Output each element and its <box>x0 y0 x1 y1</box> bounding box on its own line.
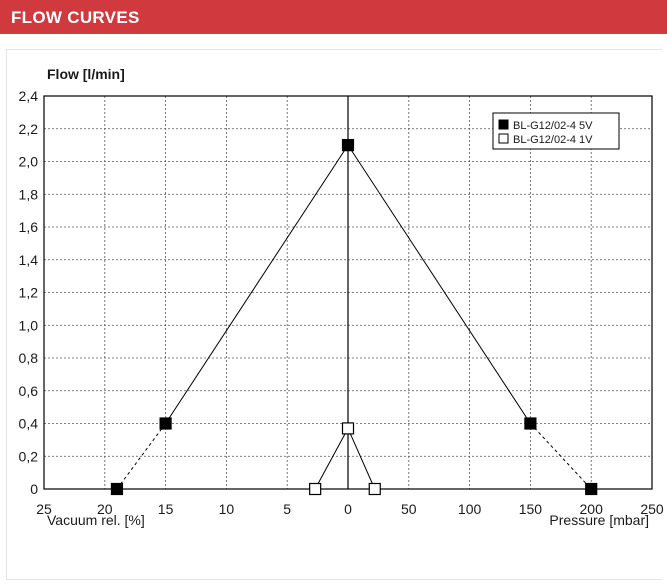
y-tick-label: 0,2 <box>19 448 39 464</box>
legend-marker <box>498 119 509 130</box>
legend: BL-G12/02-4 5V BL-G12/02-4 1V <box>492 112 620 150</box>
data-point-marker <box>368 482 381 496</box>
x-tick-label: 10 <box>219 501 235 517</box>
x-tick-label: 200 <box>580 501 604 517</box>
series-segment <box>347 144 531 424</box>
x-tick-label: 15 <box>158 501 174 517</box>
series-segment <box>314 428 349 490</box>
data-point-marker <box>309 482 322 496</box>
data-point-marker <box>110 482 124 496</box>
legend-label: BL-G12/02-4 5V <box>513 120 593 132</box>
tick-labels: 0 0,2 0,4 0,6 0,8 1,0 1,2 1,4 1,6 1,8 2,0 2,2 2,4 25 2… <box>19 88 664 517</box>
y-tick-label: 1,2 <box>19 285 39 301</box>
y-axis-label: Flow [l/min] <box>47 66 125 82</box>
data-point-marker <box>341 139 355 152</box>
y-tick-label: 1,6 <box>19 219 39 235</box>
x-tick-label: 250 <box>640 501 664 517</box>
x-axis-label-vacuum: Vacuum rel. [%] <box>47 512 145 528</box>
x-tick-label: 25 <box>36 501 52 517</box>
section-header: FLOW CURVES <box>0 0 667 34</box>
x-tick-label: 0 <box>344 501 352 517</box>
x-tick-label: 150 <box>519 501 543 517</box>
y-tick-label: 0,8 <box>19 350 39 366</box>
x-axis-label-pressure: Pressure [mbar] <box>549 512 649 528</box>
series <box>110 139 598 496</box>
series-segment <box>530 423 592 490</box>
data-point-marker <box>159 417 172 430</box>
legend-label: BL-G12/02-4 1V <box>513 134 593 146</box>
y-tick-label: 1,0 <box>19 317 39 333</box>
x-tick-label: 100 <box>458 501 482 517</box>
y-tick-label: 2,4 <box>19 88 39 104</box>
y-tick-label: 1,4 <box>19 252 39 268</box>
legend-box <box>492 112 620 150</box>
legend-marker <box>498 133 509 144</box>
y-tick-label: 0,6 <box>19 383 39 399</box>
y-tick-label: 2,0 <box>19 154 39 170</box>
series-segment <box>165 144 349 424</box>
data-point-marker <box>585 482 598 496</box>
data-point-marker <box>341 422 355 435</box>
x-tick-label: 5 <box>283 501 291 517</box>
series-segment <box>116 423 167 490</box>
x-tick-label: 50 <box>401 501 417 517</box>
x-tick-label: 20 <box>97 501 113 517</box>
y-tick-label: 2,2 <box>19 121 39 137</box>
y-tick-label: 0,4 <box>19 416 39 432</box>
y-tick-label: 1,8 <box>19 186 39 202</box>
section-title: FLOW CURVES <box>11 8 140 27</box>
series-segment <box>347 428 376 490</box>
y-tick-label: 0 <box>30 481 38 497</box>
data-point-marker <box>524 417 537 430</box>
